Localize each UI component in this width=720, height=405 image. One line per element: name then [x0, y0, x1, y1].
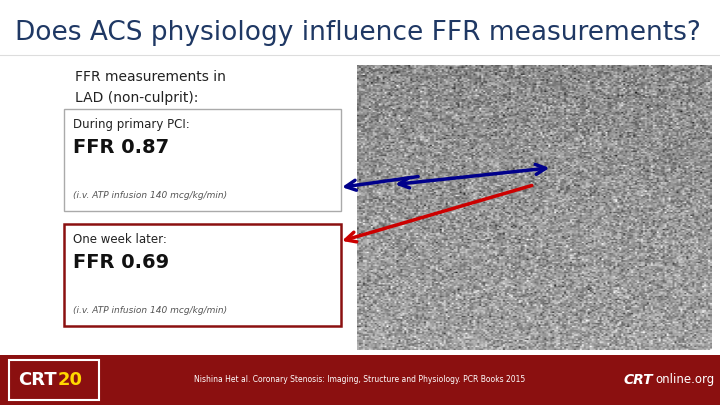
- Text: (i.v. ATP infusion 140 mcg/kg/min): (i.v. ATP infusion 140 mcg/kg/min): [73, 191, 227, 200]
- Text: (i.v. ATP infusion 140 mcg/kg/min): (i.v. ATP infusion 140 mcg/kg/min): [73, 306, 227, 315]
- Text: FFR 0.69: FFR 0.69: [73, 253, 169, 272]
- Text: 20: 20: [58, 371, 83, 389]
- Text: Nishina Het al. Coronary Stenosis: Imaging, Structure and Physiology. PCR Books : Nishina Het al. Coronary Stenosis: Imagi…: [194, 375, 526, 384]
- Text: One week later:: One week later:: [73, 233, 167, 246]
- Text: FFR 0.87: FFR 0.87: [73, 138, 169, 157]
- Text: CRT: CRT: [18, 371, 57, 389]
- Text: FFR measurements in
LAD (non-culprit):: FFR measurements in LAD (non-culprit):: [75, 70, 226, 104]
- Text: CRT: CRT: [623, 373, 652, 387]
- FancyBboxPatch shape: [64, 224, 341, 326]
- FancyBboxPatch shape: [64, 109, 341, 211]
- Text: During primary PCI:: During primary PCI:: [73, 118, 190, 131]
- Bar: [0, 355, 720, 405]
- Text: online.org: online.org: [655, 373, 714, 386]
- Text: Does ACS physiology influence FFR measurements?: Does ACS physiology influence FFR measur…: [15, 20, 701, 46]
